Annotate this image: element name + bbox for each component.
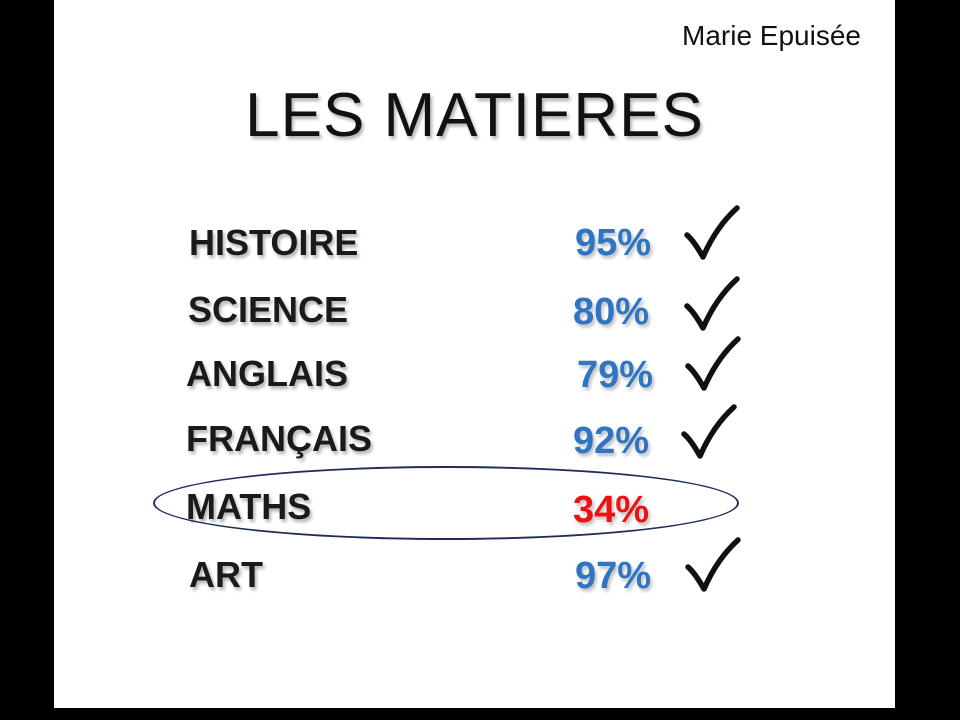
subject-label-maths: MATHS [186, 486, 312, 527]
score-histoire: 95% [575, 222, 652, 264]
subject-label-anglais: ANGLAIS [186, 353, 348, 394]
highlight-oval [153, 466, 739, 540]
subject-label-francais: FRANÇAIS [186, 418, 372, 459]
checkmark-icon [684, 205, 740, 260]
slide: Marie Epuisée LES MATIERES HISTOIRE 95% … [54, 0, 895, 708]
score-anglais: 79% [577, 354, 654, 396]
score-art: 97% [575, 555, 652, 597]
author-name: Marie Epuisée [682, 20, 861, 51]
checkmark-icon [684, 276, 740, 331]
checkmark-icon [681, 404, 737, 459]
subject-label-art: ART [189, 554, 263, 595]
score-science: 80% [573, 291, 650, 333]
score-maths: 34% [573, 489, 650, 531]
subject-label-science: SCIENCE [188, 289, 349, 330]
checkmark-icon [685, 336, 741, 391]
subject-label-histoire: HISTOIRE [189, 222, 359, 263]
slide-title: LES MATIERES [245, 81, 704, 150]
checkmark-icon [685, 537, 741, 592]
score-francais: 92% [573, 420, 650, 462]
